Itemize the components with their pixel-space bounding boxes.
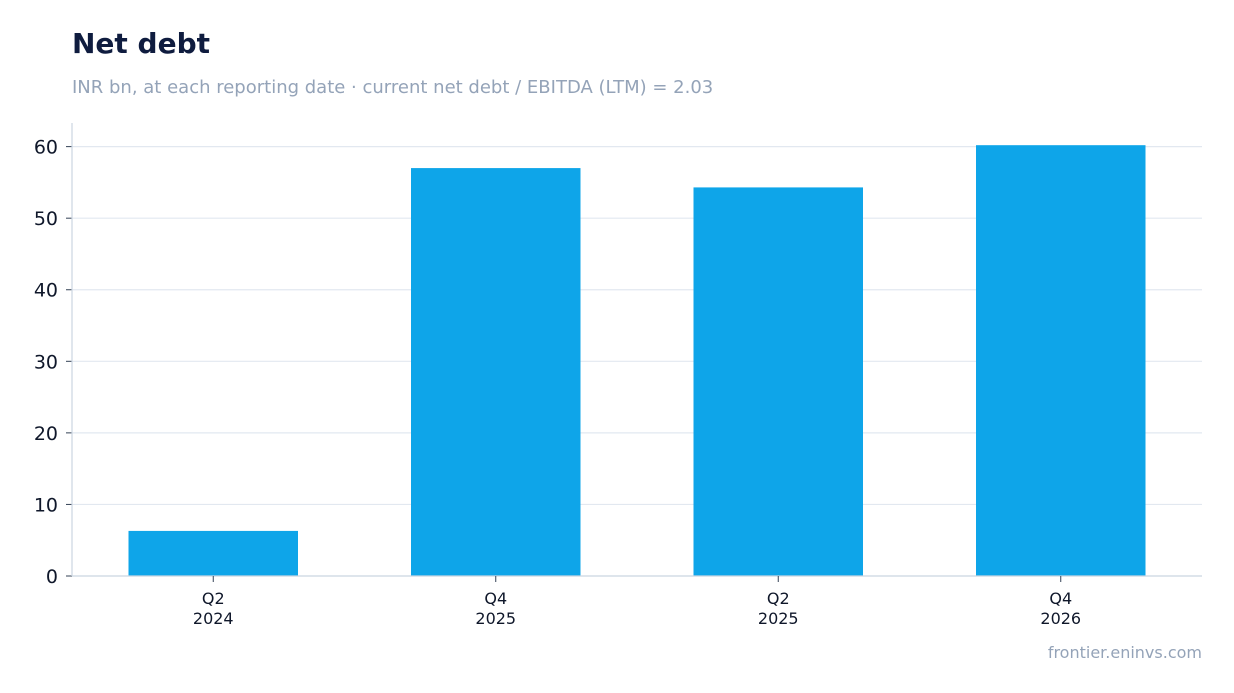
bar-0 bbox=[128, 530, 298, 576]
axes bbox=[66, 123, 1202, 582]
source-attribution: frontier.eninvs.com bbox=[1047, 643, 1202, 662]
bar-3 bbox=[976, 145, 1146, 577]
bar-1 bbox=[411, 168, 581, 576]
x-tick-label: 2025 bbox=[475, 609, 516, 628]
x-tick-label: 2024 bbox=[193, 609, 234, 628]
y-tick-label: 60 bbox=[34, 137, 58, 159]
x-tick-label: 2026 bbox=[1040, 609, 1081, 628]
x-tick-label: Q2 bbox=[767, 589, 790, 608]
y-tick-label: 0 bbox=[46, 566, 58, 588]
x-tick-label: Q4 bbox=[1049, 589, 1072, 608]
y-tick-label: 20 bbox=[34, 423, 58, 445]
x-tick-label: 2025 bbox=[758, 609, 799, 628]
x-tick-label: Q4 bbox=[484, 589, 507, 608]
y-tick-label: 10 bbox=[34, 494, 58, 516]
chart-title: Net debt bbox=[72, 27, 211, 60]
x-tick-label: Q2 bbox=[202, 589, 225, 608]
chart-subtitle: INR bn, at each reporting date · current… bbox=[72, 77, 714, 98]
y-tick-label: 30 bbox=[34, 351, 58, 373]
y-tick-label: 50 bbox=[34, 208, 58, 230]
bar-2 bbox=[693, 187, 863, 576]
y-tick-label: 40 bbox=[34, 280, 58, 302]
bars bbox=[128, 145, 1146, 577]
